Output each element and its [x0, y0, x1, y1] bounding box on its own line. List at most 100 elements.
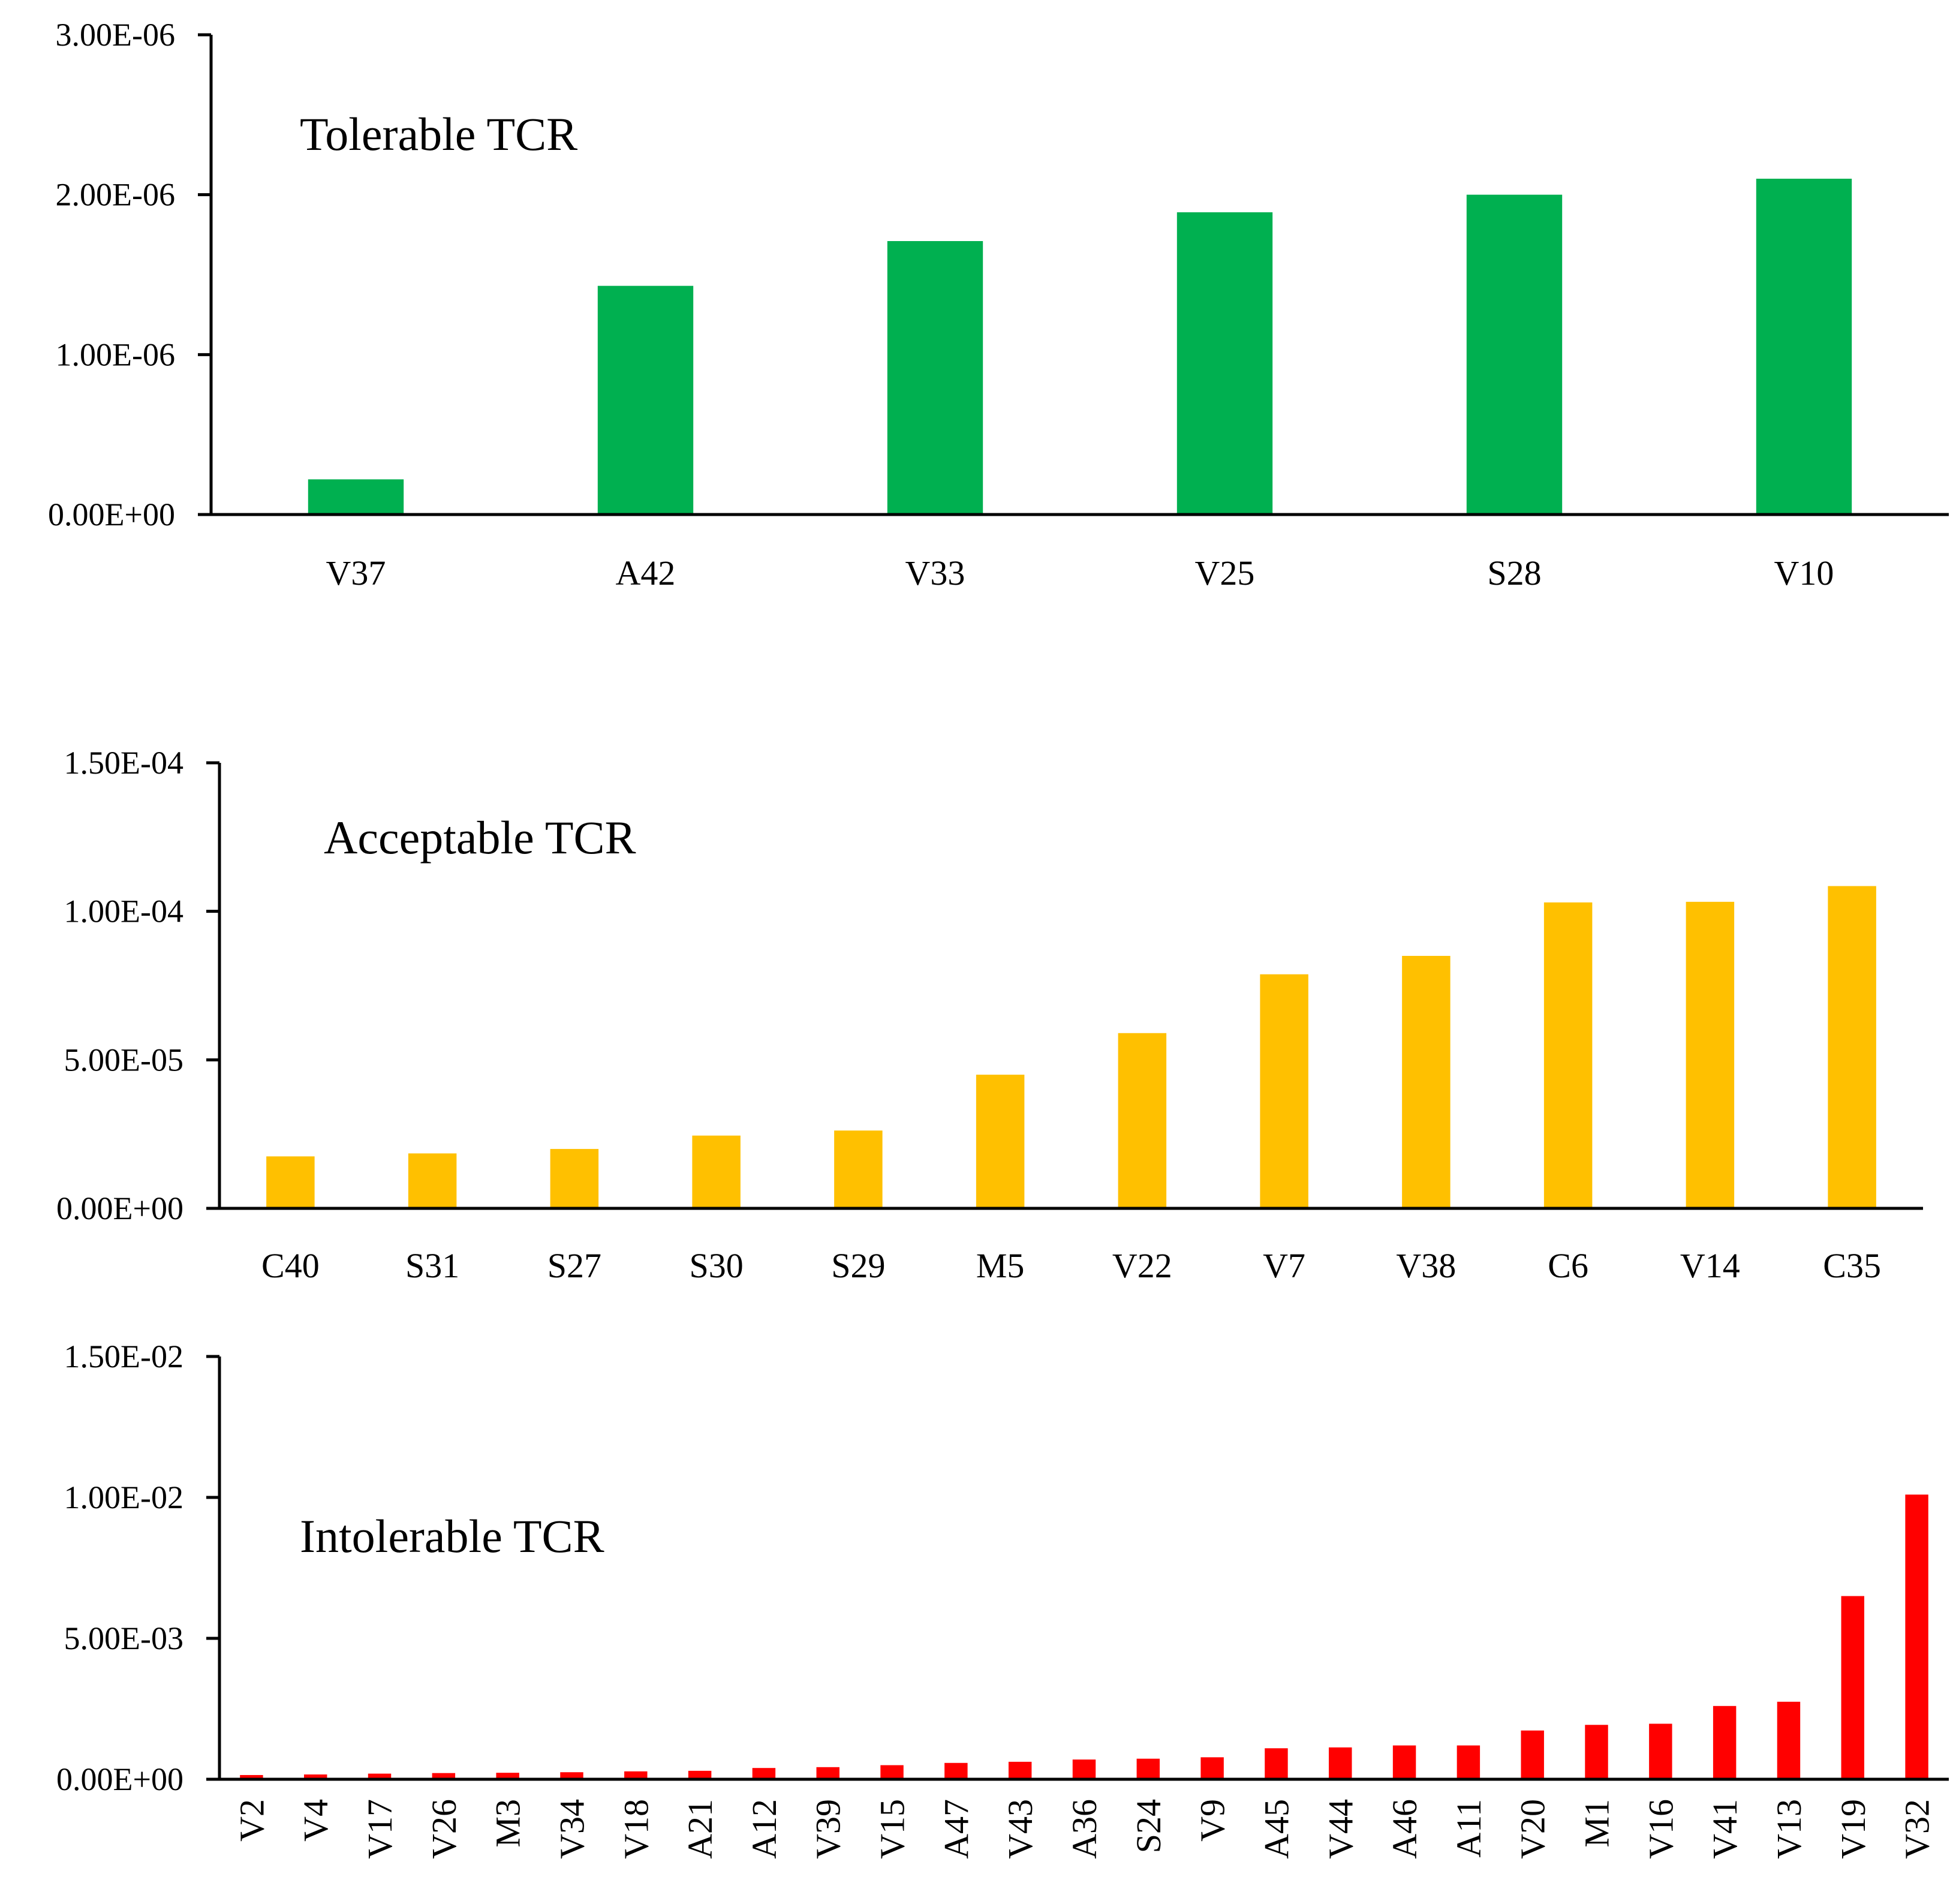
x-tick-label: V32 — [1898, 1799, 1937, 1859]
bar-v26 — [432, 1773, 456, 1779]
bar-s31 — [408, 1153, 457, 1208]
y-tick-label: 1.00E-02 — [64, 1479, 183, 1515]
bar-c35 — [1828, 886, 1876, 1208]
x-tick-label: M3 — [489, 1799, 528, 1848]
bar-c6 — [1543, 902, 1593, 1208]
bar-v10 — [1756, 179, 1852, 515]
bar-v38 — [1402, 955, 1451, 1208]
x-tick-label: V9 — [1193, 1799, 1232, 1842]
bar-m5 — [976, 1075, 1025, 1208]
x-tick-label: S27 — [547, 1246, 601, 1285]
x-tick-label: V10 — [1774, 554, 1834, 592]
bar-v13 — [1777, 1701, 1801, 1779]
x-tick-label: V37 — [326, 554, 386, 592]
bar-v7 — [1260, 974, 1308, 1208]
x-tick-label: V7 — [1263, 1246, 1305, 1285]
x-tick-label: A45 — [1257, 1799, 1296, 1859]
bar-a42 — [597, 285, 694, 515]
bar-s28 — [1466, 194, 1563, 515]
bar-s29 — [834, 1130, 883, 1208]
x-tick-label: S29 — [831, 1246, 885, 1285]
bar-v20 — [1521, 1730, 1544, 1779]
bar-v39 — [816, 1767, 839, 1779]
x-tick-label: V34 — [552, 1799, 591, 1859]
bar-v9 — [1200, 1757, 1224, 1779]
x-tick-label: S24 — [1129, 1799, 1168, 1853]
bar-v16 — [1649, 1723, 1672, 1779]
x-tick-label: A47 — [937, 1799, 976, 1859]
x-tick-label: V16 — [1641, 1799, 1680, 1859]
bar-v19 — [1841, 1596, 1864, 1779]
chart-3: 0.00E+00 5.00E-03 1.00E-02 1.50E-02 V2 V4 V17 V… — [56, 1338, 1949, 1859]
y-tick-label: 5.00E-03 — [64, 1620, 183, 1656]
x-tick-label: V20 — [1513, 1799, 1552, 1859]
bar-v33 — [887, 241, 983, 515]
bar-a11 — [1457, 1745, 1480, 1779]
x-tick-label: A36 — [1065, 1799, 1104, 1859]
y-tick-label: 1.00E-06 — [56, 336, 175, 372]
x-tick-label: C35 — [1823, 1246, 1881, 1285]
bar-v34 — [560, 1772, 583, 1779]
bar-v15 — [880, 1765, 904, 1779]
x-tick-label: V14 — [1680, 1246, 1740, 1285]
x-tick-label: V43 — [1001, 1799, 1040, 1859]
bar-v25 — [1176, 212, 1273, 515]
x-tick-label: V25 — [1195, 554, 1255, 592]
x-tick-label: V19 — [1834, 1799, 1873, 1859]
bar-v2 — [240, 1774, 263, 1779]
x-tick-label: V17 — [360, 1799, 399, 1859]
bar-s27 — [550, 1148, 599, 1208]
x-tick-label: V13 — [1770, 1799, 1808, 1859]
x-tick-label: V33 — [905, 554, 965, 592]
x-tick-label: V2 — [232, 1799, 271, 1842]
bar-s24 — [1136, 1758, 1160, 1779]
bar-a45 — [1265, 1748, 1288, 1779]
x-tick-label: V4 — [296, 1799, 335, 1842]
bar-a36 — [1072, 1759, 1096, 1779]
y-tick-label: 0.00E+00 — [56, 1190, 183, 1226]
y-tick-label: 1.50E-04 — [64, 745, 183, 781]
x-tick-label: V44 — [1321, 1799, 1360, 1859]
y-tick-label: 2.00E-06 — [56, 177, 175, 213]
bar-m3 — [496, 1773, 519, 1779]
bar-v44 — [1329, 1747, 1352, 1779]
x-tick-label: S28 — [1487, 554, 1541, 592]
x-tick-label: C40 — [261, 1246, 320, 1285]
bar-a21 — [688, 1770, 712, 1779]
x-tick-label: A11 — [1449, 1799, 1488, 1858]
x-tick-label: A21 — [681, 1799, 720, 1859]
y-tick-label: 0.00E+00 — [56, 1761, 183, 1797]
x-tick-label: V39 — [809, 1799, 848, 1859]
y-tick-label: 1.00E-04 — [64, 894, 183, 930]
x-tick-label: S30 — [689, 1246, 743, 1285]
bar-v37 — [308, 479, 404, 515]
bar-v41 — [1713, 1706, 1737, 1779]
y-tick-label: 1.50E-02 — [64, 1338, 183, 1374]
x-tick-label: M5 — [976, 1246, 1025, 1285]
bar-v4 — [304, 1774, 327, 1779]
bar-s30 — [692, 1135, 741, 1208]
chart-1: 0.00E+00 1.00E-06 2.00E-06 3.00E-06 V37 A42 V3… — [48, 17, 1949, 592]
chart-title: Tolerable TCR — [300, 108, 577, 160]
y-tick-label: 3.00E-06 — [56, 17, 175, 53]
x-tick-label: A46 — [1385, 1799, 1424, 1859]
x-tick-label: A12 — [745, 1799, 784, 1859]
x-tick-label: V18 — [616, 1799, 655, 1859]
x-tick-label: V15 — [873, 1799, 912, 1859]
x-tick-label: S31 — [405, 1246, 459, 1285]
bar-v17 — [368, 1773, 392, 1779]
chart-2: 0.00E+00 5.00E-05 1.00E-04 1.50E-04 C40 S31 S2… — [56, 745, 1923, 1285]
bar-a47 — [944, 1762, 968, 1779]
x-tick-label: C6 — [1548, 1246, 1588, 1285]
x-tick-label: V22 — [1112, 1246, 1172, 1285]
bar-v43 — [1008, 1761, 1032, 1779]
chart-title: Intolerable TCR — [300, 1510, 604, 1562]
x-tick-label: V38 — [1396, 1246, 1456, 1285]
chart-title: Acceptable TCR — [324, 811, 636, 864]
x-tick-label: V41 — [1705, 1799, 1744, 1859]
bar-v22 — [1118, 1033, 1167, 1208]
x-tick-label: V26 — [425, 1799, 464, 1859]
x-tick-label: A42 — [616, 554, 676, 592]
y-tick-label: 5.00E-05 — [64, 1042, 183, 1078]
